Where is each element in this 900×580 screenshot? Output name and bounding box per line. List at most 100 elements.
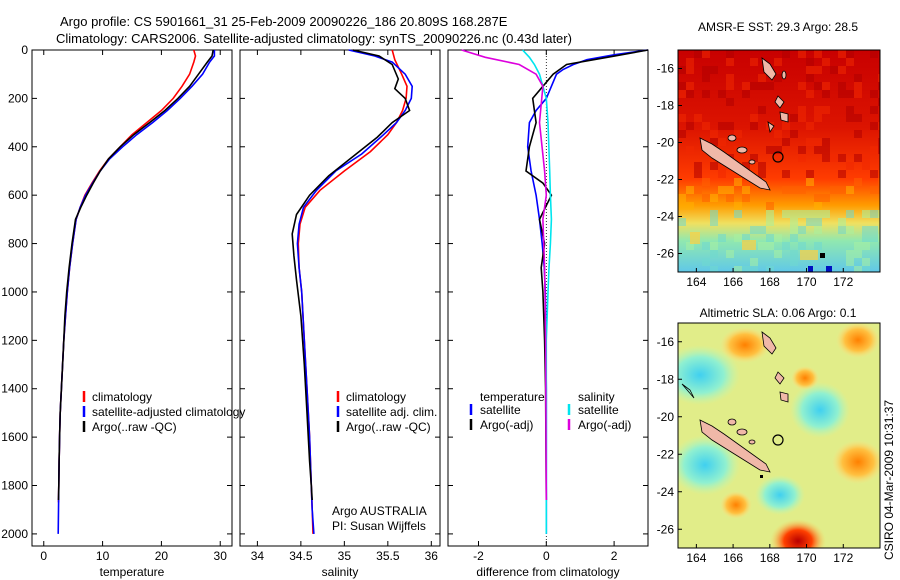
coastline [681,383,695,399]
sst-cell [726,82,734,90]
sst-cell [870,106,878,114]
sst-cell [854,82,862,90]
sst-cell [702,258,710,266]
x-tick-label: 35 [338,549,352,563]
sst-cell [710,194,718,202]
sst-cell [718,170,726,178]
sla-low-anomaly [755,475,805,515]
sla-map-frame [677,322,881,549]
x-tick-label: 30 [214,549,228,563]
sst-cell [694,186,702,194]
legend-label: satellite [480,403,521,417]
sst-cell [798,146,806,154]
sst-cell [846,58,854,66]
vanuatu-island [774,371,785,385]
sst-cell [806,90,814,98]
sst-cell [806,138,814,146]
sst-cell [814,242,822,250]
sst-cell [790,258,798,266]
sla-low-anomaly [678,345,740,405]
sst-cell [766,242,774,250]
sst-cell [702,194,710,202]
sst-cell [686,58,694,66]
argo-position-marker [772,151,784,163]
sst-cell [830,154,838,162]
sla-high-anomaly [720,327,770,363]
sst-cell [742,266,750,272]
sst-cell [838,226,846,234]
sst-cell [822,138,830,146]
sst-cell [822,58,830,66]
sst-cell [678,130,686,138]
sst-cell [782,242,790,250]
sst-cell [814,66,822,74]
map-x-tick-label: 164 [686,275,706,289]
sst-cell [830,186,838,194]
sst-missing-cell [826,266,832,272]
sst-cell [870,50,878,58]
sst-cell [814,106,822,114]
sst-cell [870,186,878,194]
sst-cell [750,154,758,162]
sst-cell [686,242,694,250]
map-x-tick-label: 172 [833,275,853,289]
sst-cell [862,258,870,266]
argo-position-marker [772,434,784,446]
loyalty-island [736,428,748,436]
sst-cell [870,146,878,154]
salinity-axes-frame [239,49,441,547]
sst-cell [870,234,878,242]
sst-cell [782,186,790,194]
sst-cell [782,138,790,146]
sst-cell [790,210,798,218]
sst-islands [699,57,789,191]
x-tick-label: 10 [96,549,110,563]
sst-cell [814,114,822,122]
sst-cell [686,146,694,154]
loyalty-island [748,439,756,445]
panel-annotation: Argo AUSTRALIA [332,504,427,518]
legend-label: Argo(-adj) [578,418,631,432]
y-tick-label: 1600 [1,430,28,444]
map-x-tick-label: 164 [686,551,706,565]
map-x-tick-label: 170 [797,275,817,289]
sst-cell [758,82,766,90]
sst-cell [702,178,710,186]
sst-cell [846,258,854,266]
sst-cell [758,74,766,82]
sst-cell [758,162,766,170]
sst-cell [798,186,806,194]
sst-cell [710,218,718,226]
sst-cell [718,90,726,98]
vanuatu-island [767,121,775,134]
series-line-satellite-adj-clim- [296,49,414,534]
sst-cell [742,194,750,202]
sst-cell [774,234,782,242]
sla-low-anomaly [678,435,740,495]
sst-cell [814,202,822,210]
map-y-tick-label: -18 [657,372,675,386]
sst-cell [718,138,726,146]
sst-cell [822,146,830,154]
sst-cell [798,242,806,250]
sst-cell [694,50,702,58]
sla-low-anomaly [790,382,850,438]
temperature-axes-frame [31,49,233,547]
sla-high-anomaly [791,366,819,390]
sst-cell [782,210,790,218]
vanuatu-island [761,331,777,355]
sst-cell [806,58,814,66]
x-tick-label: 20 [155,549,169,563]
sst-cell [854,74,862,82]
sst-cell [710,266,718,272]
sst-cell [774,250,782,258]
sst-cell [798,82,806,90]
legend-label: satellite-adjusted climatology [92,405,245,419]
sst-cell [790,218,798,226]
sst-cell [862,162,870,170]
sst-cell [750,266,758,272]
vanuatu-island [781,70,787,80]
sst-cell [814,82,822,90]
sst-cell [878,74,880,82]
